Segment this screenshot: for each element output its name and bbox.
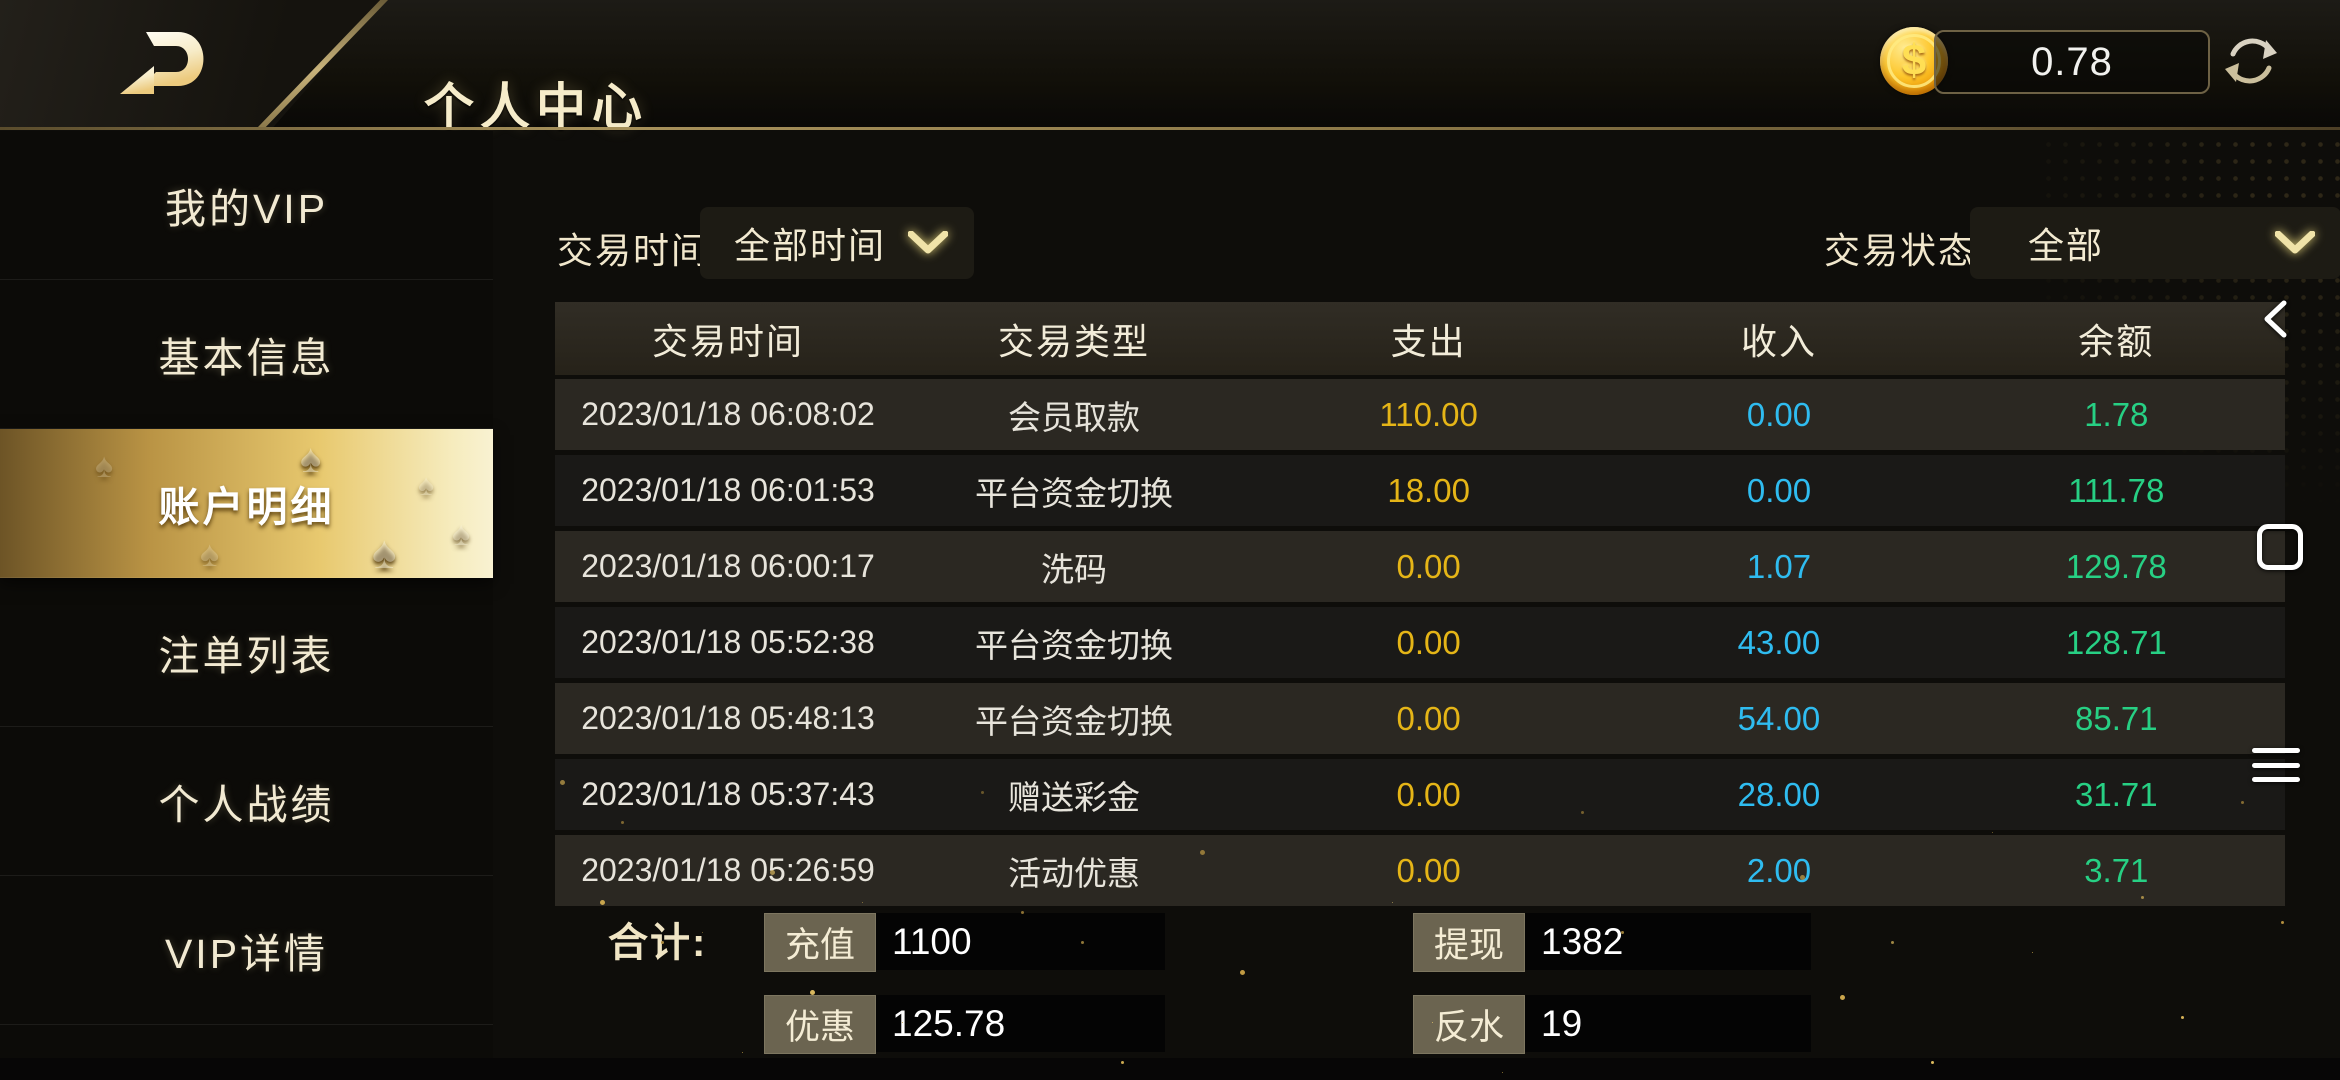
- sidebar-item[interactable]: ♠ ♠ ♠ ♠ ♠ ♠ 个人战绩: [0, 727, 493, 876]
- cell-balance: 85.71: [2075, 699, 2158, 737]
- app-logo-icon[interactable]: [118, 26, 223, 102]
- total-item-name: 充值: [764, 913, 876, 972]
- table-row: 2023/01/18 05:52:38 平台资金切换 0.00 43.00 12…: [555, 607, 2285, 678]
- cell-balance: 3.71: [2084, 851, 2149, 889]
- cell-type: 会员取款: [1008, 398, 1140, 436]
- cell-expense: 0.00: [1396, 851, 1461, 889]
- total-item: 反水 19: [1413, 995, 1811, 1054]
- col-header-balance: 余额: [2078, 320, 2155, 362]
- time-range-value: 全部时间: [734, 225, 887, 266]
- menu-icon[interactable]: [2252, 748, 2300, 782]
- cell-income: 54.00: [1737, 699, 1821, 737]
- table-row: 2023/01/18 06:08:02 会员取款 110.00 0.00 1.7…: [555, 379, 2285, 450]
- recents-icon[interactable]: [2257, 524, 2303, 570]
- col-header-time: 交易时间: [651, 320, 804, 362]
- total-item-value: 1382: [1525, 913, 1811, 970]
- sidebar-item-label: 我的VIP: [164, 186, 329, 232]
- total-item-value: 125.78: [876, 995, 1165, 1052]
- cell-income: 43.00: [1737, 623, 1821, 661]
- cell-income: 0.00: [1746, 471, 1812, 509]
- back-icon[interactable]: [2262, 300, 2288, 338]
- total-item-name: 优惠: [764, 995, 876, 1054]
- cell-type: 平台资金切换: [975, 474, 1173, 512]
- tx-time-filter-label: 交易时间: [557, 230, 710, 271]
- cell-time: 2023/01/18 05:37:43: [581, 776, 875, 812]
- status-value: 全部: [2028, 225, 2105, 266]
- bottom-strip: [0, 1058, 2340, 1080]
- cell-type: 赠送彩金: [1008, 778, 1140, 816]
- total-item-name: 提现: [1413, 913, 1525, 972]
- table-header: 交易时间 交易类型 支出 收入 余额: [555, 302, 2285, 375]
- cell-time: 2023/01/18 05:52:38: [581, 624, 875, 660]
- cell-expense: 18.00: [1387, 471, 1470, 509]
- total-item: 充值 1100: [764, 913, 1165, 972]
- cell-income: 0.00: [1746, 395, 1812, 433]
- cell-time: 2023/01/18 05:26:59: [581, 852, 875, 888]
- sidebar-item[interactable]: ♠ ♠ ♠ ♠ ♠ ♠ 我的VIP: [0, 131, 493, 280]
- cell-expense: 110.00: [1379, 395, 1478, 433]
- totals-label: 合计:: [608, 921, 708, 965]
- cell-balance: 128.71: [2065, 623, 2167, 661]
- totals-grid: 充值 1100 提现 1382 优惠 125.78 反水 19: [764, 913, 1811, 1054]
- cell-expense: 0.00: [1396, 699, 1461, 737]
- time-range-dropdown[interactable]: 全部时间: [700, 207, 974, 279]
- total-item-name: 反水: [1413, 995, 1525, 1054]
- cell-time: 2023/01/18 06:01:53: [581, 472, 875, 508]
- table-row: 2023/01/18 05:37:43 赠送彩金 0.00 28.00 31.7…: [555, 759, 2285, 830]
- cell-income: 1.07: [1746, 547, 1812, 585]
- cell-balance: 31.71: [2075, 775, 2158, 813]
- dollar-symbol: $: [1901, 36, 1927, 85]
- sidebar-item[interactable]: ♠ ♠ ♠ ♠ ♠ ♠ 注单列表: [0, 578, 493, 727]
- page-title: 个人中心: [424, 78, 648, 135]
- chevron-down-icon: [908, 231, 948, 254]
- total-item-value: 1100: [876, 913, 1165, 970]
- sidebar-item-label: 账户明细: [158, 484, 335, 530]
- cell-income: 2.00: [1746, 851, 1812, 889]
- cell-expense: 0.00: [1396, 623, 1461, 661]
- balance-display: 0.78: [1934, 30, 2210, 94]
- col-header-out: 支出: [1390, 320, 1467, 362]
- col-header-in: 收入: [1740, 320, 1817, 362]
- table-row: 2023/01/18 06:00:17 洗码 0.00 1.07 129.78: [555, 531, 2285, 602]
- balance-value: 0.78: [2031, 39, 2113, 84]
- sidebar-menu: ♠ ♠ ♠ ♠ ♠ ♠ 我的VIP ♠ ♠ ♠ ♠ ♠ ♠: [0, 131, 493, 1080]
- col-header-type: 交易类型: [997, 320, 1150, 362]
- tx-status-filter-label: 交易状态: [1824, 230, 1977, 271]
- cell-type: 活动优惠: [1008, 854, 1140, 892]
- sidebar-item-label: 基本信息: [158, 335, 335, 381]
- cell-time: 2023/01/18 05:48:13: [581, 700, 875, 736]
- sidebar-item-label: 注单列表: [158, 633, 335, 679]
- refresh-icon[interactable]: [2222, 32, 2280, 90]
- cell-expense: 0.00: [1396, 547, 1461, 585]
- cell-balance: 111.78: [2068, 471, 2165, 509]
- sidebar-item[interactable]: ♠ ♠ ♠ ♠ ♠ ♠ 账户明细: [0, 429, 493, 578]
- table-row: 2023/01/18 05:26:59 活动优惠 0.00 2.00 3.71: [555, 835, 2285, 906]
- sidebar-item[interactable]: ♠ ♠ ♠ ♠ ♠ ♠ 基本信息: [0, 280, 493, 429]
- sidebar-item-label: VIP详情: [164, 931, 329, 977]
- sidebar-item-label: 个人战绩: [158, 782, 335, 828]
- cell-type: 洗码: [1041, 550, 1107, 588]
- cell-expense: 0.00: [1396, 775, 1461, 813]
- cell-balance: 129.78: [2065, 547, 2167, 585]
- cell-time: 2023/01/18 06:00:17: [581, 548, 875, 584]
- total-item: 提现 1382: [1413, 913, 1811, 972]
- cell-income: 28.00: [1737, 775, 1821, 813]
- cell-balance: 1.78: [2084, 395, 2149, 433]
- cell-type: 平台资金切换: [975, 702, 1173, 740]
- table-row: 2023/01/18 06:01:53 平台资金切换 18.00 0.00 11…: [555, 455, 2285, 526]
- total-item: 优惠 125.78: [764, 995, 1165, 1054]
- cell-type: 平台资金切换: [975, 626, 1173, 664]
- total-item-value: 19: [1525, 995, 1811, 1052]
- topbar: 个人中心 $ 0.78: [0, 0, 2340, 135]
- status-dropdown[interactable]: 全部: [1970, 207, 2340, 279]
- sidebar-item[interactable]: ♠ ♠ ♠ ♠ ♠ ♠ VIP详情: [0, 876, 493, 1025]
- table-row: 2023/01/18 05:48:13 平台资金切换 0.00 54.00 85…: [555, 683, 2285, 754]
- cell-time: 2023/01/18 06:08:02: [581, 396, 875, 432]
- chevron-down-icon: [2275, 231, 2315, 254]
- transaction-table: 2023/01/18 06:08:02 会员取款 110.00 0.00 1.7…: [555, 379, 2285, 911]
